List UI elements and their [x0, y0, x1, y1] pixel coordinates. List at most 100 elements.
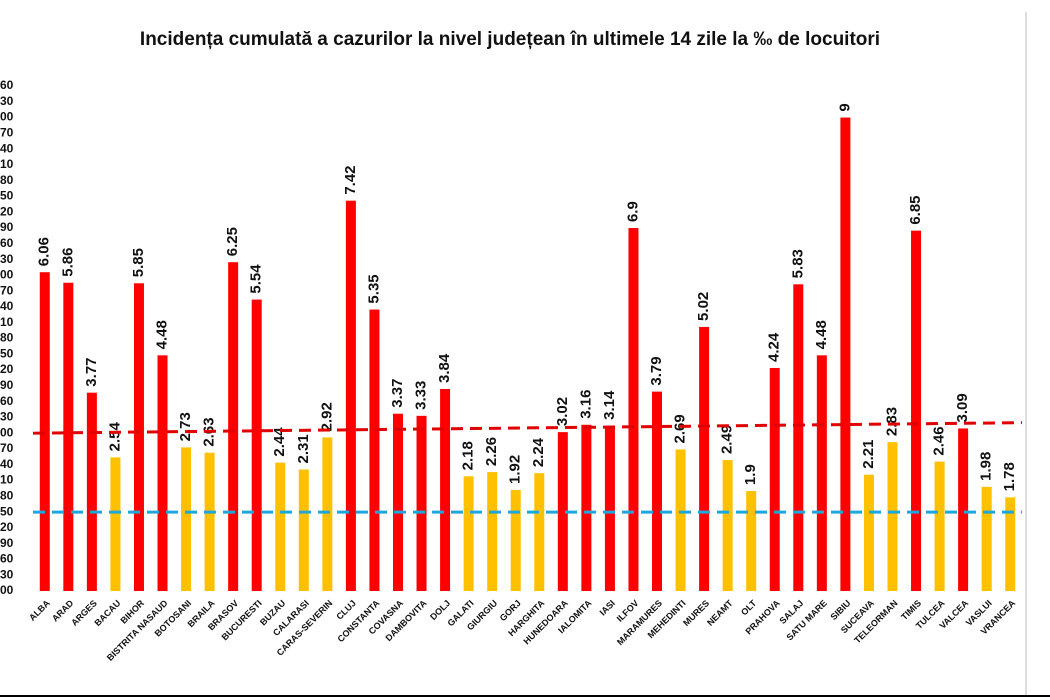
- y-tick-label: 20: [0, 520, 14, 534]
- value-label: 2.26: [483, 437, 500, 466]
- y-tick-label: 70: [0, 441, 14, 455]
- bar: [746, 491, 757, 591]
- value-label: 2.73: [177, 412, 194, 441]
- bar: [110, 457, 121, 591]
- value-label: 2.44: [271, 427, 288, 457]
- value-label: 4.24: [766, 332, 783, 362]
- y-tick-label: 90: [0, 220, 14, 234]
- value-label: 5.35: [365, 274, 382, 303]
- bar: [652, 391, 663, 591]
- bar: [557, 432, 568, 591]
- value-label: 2.18: [460, 441, 477, 470]
- y-tick-label: 90: [0, 536, 14, 550]
- bar: [981, 486, 992, 591]
- y-tick-label: 50: [0, 504, 14, 518]
- y-tick-label: 80: [0, 173, 14, 187]
- y-tick-label: 00: [0, 583, 14, 597]
- value-label: 2.24: [530, 437, 547, 467]
- value-label: 3.84: [436, 353, 453, 383]
- y-tick-label: 30: [0, 94, 14, 108]
- value-label: 1.9: [742, 464, 759, 485]
- bar: [510, 490, 521, 591]
- value-label: 3.37: [389, 379, 406, 408]
- y-tick-label: 50: [0, 346, 14, 360]
- bar: [440, 389, 451, 591]
- y-tick-label: 00: [0, 110, 14, 124]
- value-label: 3.16: [577, 390, 594, 419]
- bar: [345, 200, 356, 592]
- x-tick-label: ALBA: [27, 598, 52, 623]
- y-tick-label: 10: [0, 473, 14, 487]
- bar: [392, 413, 403, 591]
- y-tick-label: 70: [0, 126, 14, 140]
- bar: [534, 473, 545, 591]
- y-tick-label: 40: [0, 457, 14, 471]
- value-label: 2.69: [672, 414, 689, 443]
- value-label: 2.92: [318, 402, 335, 431]
- value-label: 2.83: [883, 407, 900, 436]
- bar: [793, 284, 804, 591]
- y-tick-label: 00: [0, 268, 14, 282]
- bar: [487, 472, 498, 591]
- x-tick-label: OLT: [739, 598, 759, 618]
- value-label: 6.9: [624, 201, 641, 222]
- bar: [228, 262, 239, 591]
- value-label: 4.48: [813, 320, 830, 349]
- y-tick-label: 20: [0, 362, 14, 376]
- value-label: 3.79: [648, 356, 665, 385]
- value-label: 6.06: [36, 237, 53, 266]
- bar: [628, 228, 639, 591]
- y-tick-label: 70: [0, 283, 14, 297]
- value-label: 2.31: [295, 434, 312, 463]
- y-tick-label: 40: [0, 141, 14, 155]
- value-label: 1.92: [507, 455, 524, 484]
- y-tick-label: 40: [0, 299, 14, 313]
- bar: [958, 428, 969, 591]
- chart-title: Incidența cumulată a cazurilor la nivel …: [140, 29, 880, 50]
- bar: [157, 355, 168, 591]
- value-label: 3.09: [954, 393, 971, 422]
- y-tick-label: 10: [0, 315, 14, 329]
- y-tick-label: 90: [0, 378, 14, 392]
- value-label: 5.86: [59, 248, 76, 277]
- y-tick-label: 60: [0, 236, 14, 250]
- bar: [699, 326, 710, 591]
- bar: [251, 299, 262, 591]
- bar: [463, 476, 474, 591]
- y-tick-label: 80: [0, 331, 14, 345]
- value-label: 2.46: [931, 426, 948, 455]
- value-label: 6.85: [907, 195, 924, 224]
- x-tick-label: IASI: [598, 598, 617, 617]
- bar: [416, 415, 427, 591]
- bar: [934, 461, 945, 591]
- value-label: 6.25: [224, 227, 241, 256]
- reference-line: [32, 421, 1023, 435]
- bar: [1005, 497, 1016, 591]
- bar: [769, 367, 780, 591]
- bar: [63, 282, 74, 591]
- value-label: 1.98: [978, 452, 995, 481]
- y-tick-label: 60: [0, 552, 14, 566]
- bar: [322, 437, 333, 591]
- bar: [369, 309, 380, 591]
- bar: [604, 425, 615, 591]
- bar: [887, 442, 898, 591]
- y-tick-label: 60: [0, 394, 14, 408]
- x-tick-label: BACAU: [92, 598, 122, 628]
- value-label: 2.21: [860, 440, 877, 469]
- value-label: 3.14: [601, 390, 618, 420]
- y-tick-label: 30: [0, 567, 14, 581]
- value-label: 3.77: [83, 357, 100, 386]
- y-tick-label: 50: [0, 189, 14, 203]
- value-label: 5.85: [130, 248, 147, 277]
- value-label: 9: [836, 103, 853, 111]
- bar: [722, 460, 733, 591]
- y-tick-label: 10: [0, 157, 14, 171]
- value-label: 5.83: [789, 249, 806, 278]
- bar: [86, 392, 97, 591]
- bar: [581, 424, 592, 591]
- bar: [204, 452, 215, 591]
- y-tick-label: 60: [0, 78, 14, 92]
- bar: [675, 449, 686, 591]
